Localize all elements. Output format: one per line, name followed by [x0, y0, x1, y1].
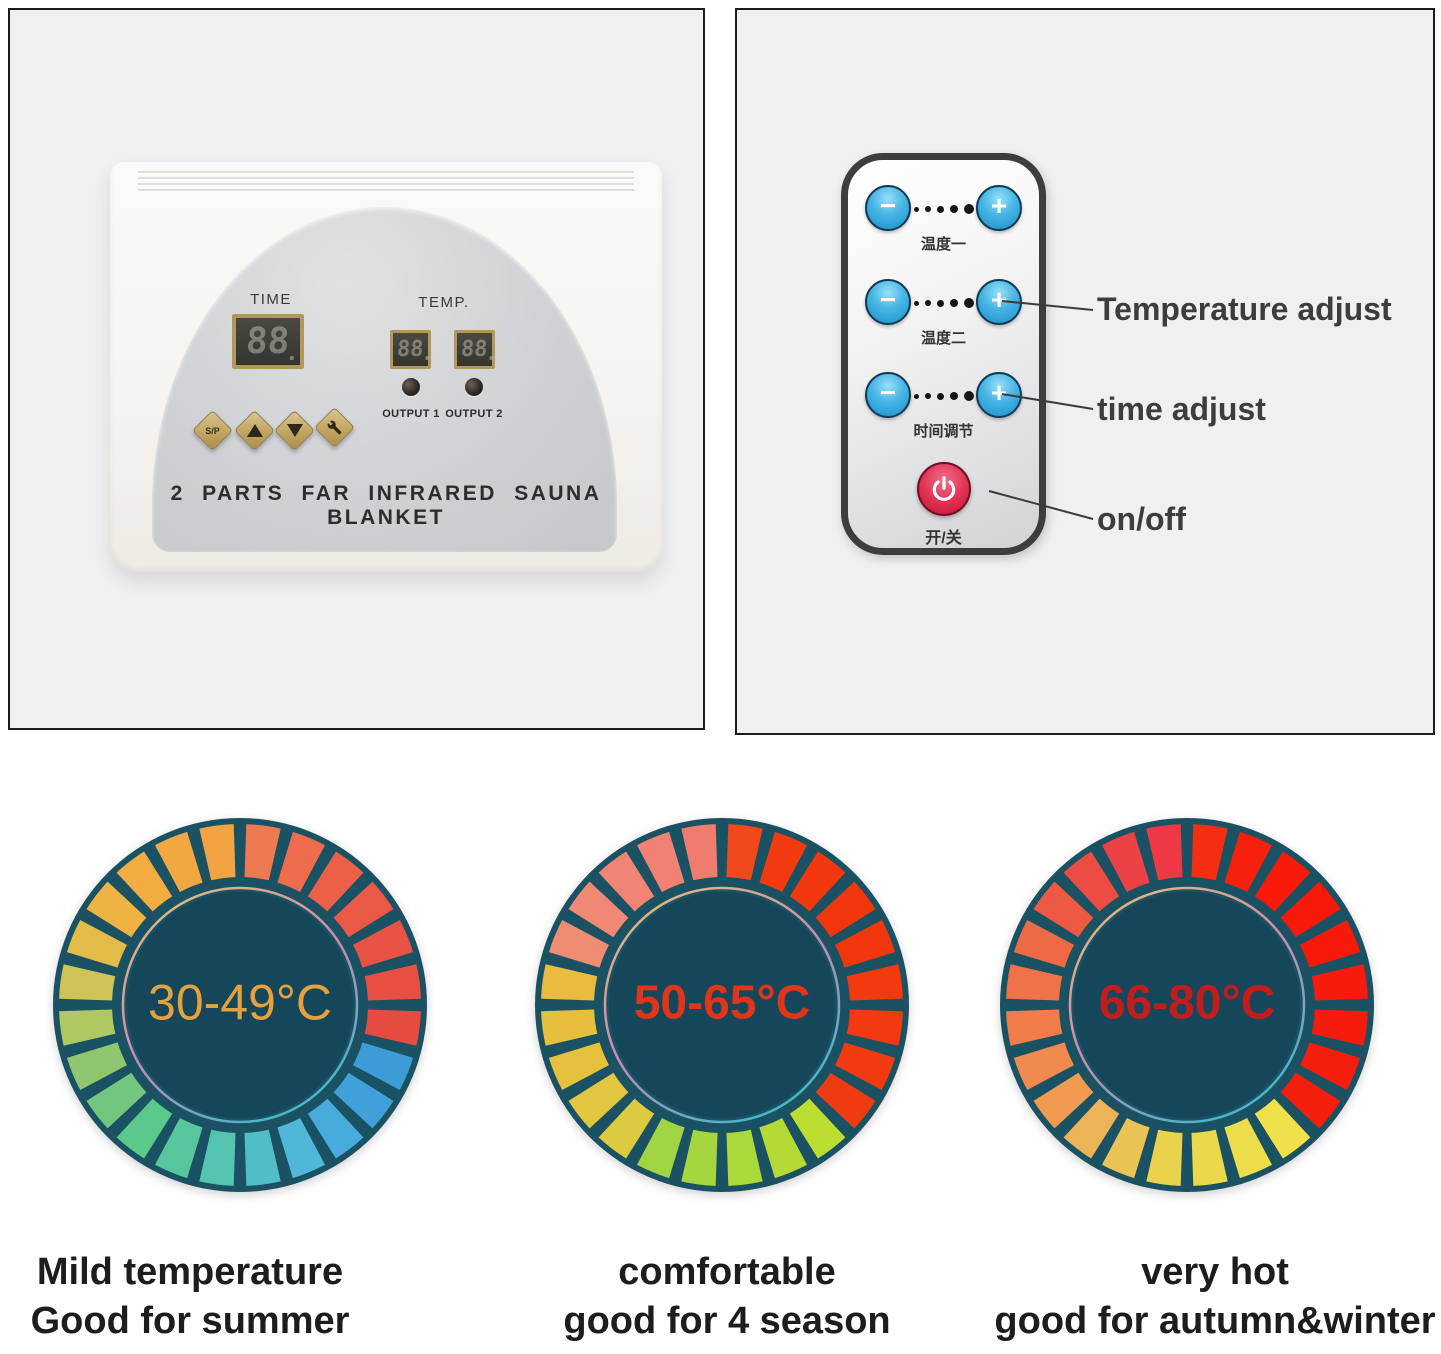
temp-display-2-digits: 88	[460, 337, 489, 362]
temp1-label: 温度一	[920, 236, 966, 253]
caption-very-hot: very hot good for autumn&winter	[965, 1248, 1441, 1345]
settings-button[interactable]	[313, 406, 356, 449]
caption-line: very hot	[1141, 1251, 1289, 1293]
temp1-plus-button[interactable]: +	[976, 185, 1022, 231]
dots-decoration	[848, 204, 1039, 214]
dots-decoration	[848, 298, 1039, 308]
temp2-label: 温度二	[920, 330, 966, 347]
minus-icon: −	[879, 284, 897, 315]
temp-display-1: 88	[390, 330, 431, 369]
output2-led	[465, 378, 483, 396]
plus-icon: +	[990, 284, 1008, 315]
caption-mild: Mild temperature Good for summer	[0, 1248, 440, 1345]
remote-row-temp2: − + 温度二	[848, 279, 1039, 351]
remote-row-power: 开/关	[848, 462, 1039, 552]
dial-mild-range: 30-49°C	[148, 974, 332, 1031]
remote-row-time: − + 时间调节	[848, 372, 1039, 444]
time-minus-button[interactable]: −	[865, 372, 911, 418]
dots-decoration	[848, 391, 1039, 401]
caption-line: good for autumn&winter	[994, 1299, 1436, 1342]
dial-very-hot-range: 66-80°C	[1098, 976, 1276, 1030]
minus-icon: −	[879, 190, 897, 221]
time-label: TIME	[250, 291, 292, 308]
temp2-plus-button[interactable]: +	[976, 279, 1022, 325]
power-icon	[932, 476, 955, 501]
time-display: 88	[232, 314, 304, 369]
minus-icon: −	[879, 377, 897, 408]
wrench-icon	[321, 414, 348, 441]
caption-line: comfortable	[618, 1251, 836, 1293]
temp-display-1-digits: 88	[396, 337, 425, 362]
temp-display-2: 88	[454, 330, 495, 369]
dial-mild: 30-49°C	[53, 818, 427, 1192]
output1-led	[402, 378, 420, 396]
output1-label: OUTPUT 1	[382, 408, 440, 420]
remote-control: − + 温度一 − + 温度二 − + 时间调节	[841, 153, 1046, 555]
device-ridges	[137, 171, 635, 195]
time-plus-button[interactable]: +	[976, 372, 1022, 418]
remote-row-temp1: − + 温度一	[848, 185, 1039, 257]
annotation-time-adjust: time adjust	[1097, 391, 1266, 427]
dial-comfortable: 50-65°C	[535, 818, 909, 1192]
dial-comfortable-range: 50-65°C	[633, 976, 811, 1030]
temp1-minus-button[interactable]: −	[865, 185, 911, 231]
power-button[interactable]	[916, 462, 971, 516]
caption-comfortable: comfortable good for 4 season	[477, 1248, 977, 1345]
caption-line: Good for summer	[30, 1299, 350, 1342]
controller-panel: TIME TEMP. 88 88 88 OUTPUT 1 OUTPUT 2 S/…	[8, 8, 705, 730]
triangle-down-icon	[281, 417, 308, 444]
time-label-cn: 时间调节	[913, 423, 974, 440]
remote-panel: − + 温度一 − + 温度二 − + 时间调节	[735, 8, 1435, 735]
output2-label: OUTPUT 2	[445, 408, 503, 420]
annotation-on-off: on/off	[1097, 501, 1186, 537]
dial-very-hot: 66-80°C	[1000, 818, 1374, 1192]
temp2-minus-button[interactable]: −	[865, 279, 911, 325]
device-title: 2 PARTS FAR INFRARED SAUNA BLANKET	[170, 482, 602, 529]
caption-line: Mild temperature	[36, 1251, 344, 1293]
controller-device: TIME TEMP. 88 88 88 OUTPUT 1 OUTPUT 2 S/…	[110, 162, 662, 572]
temp-label: TEMP.	[418, 294, 470, 311]
power-label: 开/关	[925, 530, 962, 547]
annotation-temperature-adjust: Temperature adjust	[1097, 291, 1392, 327]
caption-line: good for 4 season	[563, 1299, 891, 1342]
sp-button-label: S/P	[205, 425, 220, 436]
time-display-digits: 88	[244, 321, 292, 362]
plus-icon: +	[990, 377, 1008, 408]
triangle-up-icon	[241, 417, 268, 444]
plus-icon: +	[990, 190, 1008, 221]
